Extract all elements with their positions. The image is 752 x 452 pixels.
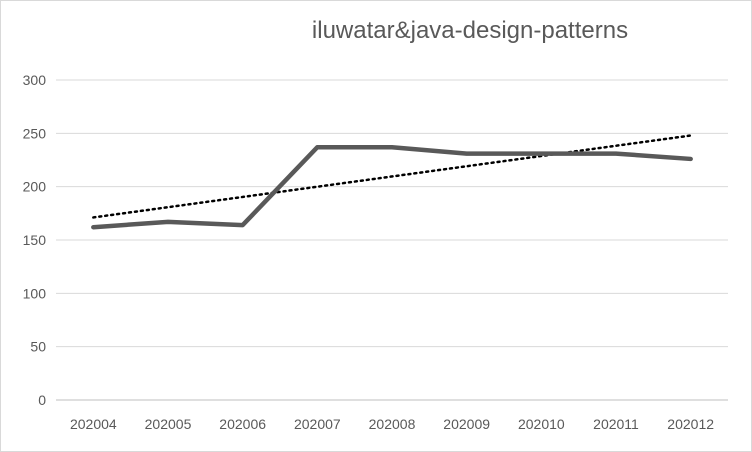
trendline-layer: [92, 134, 692, 219]
x-tick-label: 202011: [593, 416, 639, 432]
x-tick-label: 202005: [145, 416, 192, 432]
x-tick-label: 202010: [518, 416, 565, 432]
x-tick-label: 202004: [70, 416, 117, 432]
y-tick-label: 300: [23, 72, 47, 88]
x-tick-label: 202006: [219, 416, 266, 432]
series-line: [91, 144, 693, 230]
x-tick-label: 202012: [667, 416, 714, 432]
x-tick-label: 202007: [294, 416, 341, 432]
gridlines: [56, 79, 728, 401]
x-tick-label: 202008: [369, 416, 416, 432]
series-layer: [91, 144, 693, 230]
y-tick-label: 100: [23, 285, 47, 301]
y-axis-ticks: 0 50 100 150 200 250 300: [23, 72, 47, 408]
chart-title: iluwatar&java-design-patterns: [311, 17, 629, 44]
y-tick-label: 50: [30, 339, 46, 355]
x-tick-label: 202009: [443, 416, 490, 432]
x-axis-ticks: 202004 202005 202006 202007 202008 202009 2020…: [70, 416, 714, 432]
y-tick-label: 200: [23, 179, 47, 195]
y-tick-label: 250: [23, 125, 47, 141]
trendline: [92, 134, 692, 219]
y-tick-label: 0: [38, 392, 46, 408]
y-tick-label: 150: [23, 232, 47, 248]
